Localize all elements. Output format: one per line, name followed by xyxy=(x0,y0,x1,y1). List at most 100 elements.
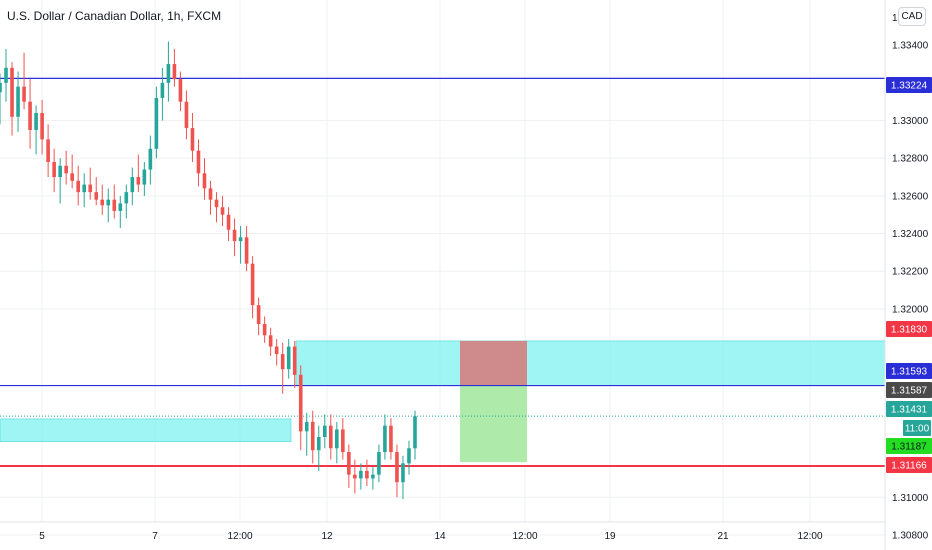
time-tick-label: 7 xyxy=(152,531,158,542)
candle xyxy=(118,195,123,228)
candle xyxy=(142,161,147,196)
price-tag: 1.33224 xyxy=(886,77,932,93)
candle xyxy=(226,207,231,242)
candle xyxy=(292,340,297,389)
time-tick-label: 14 xyxy=(434,531,446,542)
candle-body xyxy=(353,474,357,479)
price-tag-label: 1.31431 xyxy=(891,405,928,416)
price-tick-label: 1.32400 xyxy=(892,229,929,240)
candle-body xyxy=(166,64,171,83)
candle xyxy=(413,410,417,460)
time-tick-label: 12:00 xyxy=(797,531,822,542)
candle-body xyxy=(304,421,309,432)
price-tag-bg xyxy=(886,401,932,417)
candle xyxy=(244,226,249,272)
candle-body xyxy=(64,165,68,174)
candle xyxy=(280,342,285,394)
candle-body xyxy=(407,448,411,464)
candle xyxy=(238,226,243,264)
candle-body xyxy=(262,323,267,336)
candle-body xyxy=(202,173,207,189)
price-tag-bg xyxy=(886,457,932,473)
candle xyxy=(34,105,38,155)
candle xyxy=(298,365,303,451)
candle xyxy=(70,154,74,189)
price-tag-bg xyxy=(886,382,932,398)
currency-button[interactable]: CAD xyxy=(898,7,926,26)
candle xyxy=(64,150,68,185)
price-axis: 1.33000 1.32800 1.32600 1.32400 1.32200 1.320… xyxy=(884,0,932,550)
position-stop-area xyxy=(460,340,527,386)
candle xyxy=(82,173,87,208)
chart-title: U.S. Dollar / Canadian Dollar, 1h, FXCM xyxy=(7,9,222,23)
time-axis: 5 7 12:00 12 14 12:00 19 21 12:00 xyxy=(0,521,885,542)
candle-body xyxy=(413,416,417,449)
candle xyxy=(214,192,219,223)
candle-body xyxy=(298,374,303,432)
candle-body xyxy=(34,113,38,130)
candle-body xyxy=(316,436,321,451)
candle-body xyxy=(10,67,14,117)
price-tag: 1.31166 xyxy=(886,457,932,473)
candle xyxy=(286,339,291,379)
candle xyxy=(76,165,80,206)
price-tag-label: 1.31587 xyxy=(891,386,928,397)
candle-body xyxy=(383,425,387,453)
candle xyxy=(256,297,261,336)
time-tick-label: 12:00 xyxy=(512,531,537,542)
time-tick-label: 5 xyxy=(39,531,45,542)
time-tick-label: 21 xyxy=(717,531,729,542)
candle-body xyxy=(0,82,2,93)
candle xyxy=(395,444,399,498)
candle xyxy=(274,339,279,366)
candle xyxy=(4,48,8,102)
candle xyxy=(148,135,153,185)
candle-body xyxy=(190,128,195,151)
price-tag-label: 1.31166 xyxy=(891,461,927,472)
candle-body xyxy=(395,452,399,483)
price-tick-label: 1.32200 xyxy=(892,267,929,278)
candle-body xyxy=(88,184,93,193)
price-tag: 1.31187 xyxy=(886,438,932,454)
candle-body xyxy=(46,139,50,162)
candle-body xyxy=(341,429,345,453)
candle-body xyxy=(268,335,273,347)
candle xyxy=(353,459,357,494)
candle-body xyxy=(280,354,285,370)
candle xyxy=(10,62,14,136)
candle-body xyxy=(359,470,363,479)
candle xyxy=(401,455,405,500)
price-tag-label: 1.31593 xyxy=(891,367,928,378)
candle-body xyxy=(130,177,135,193)
price-tag-label: 1.33224 xyxy=(891,81,928,92)
candle xyxy=(190,113,195,162)
candle xyxy=(359,463,363,490)
candle xyxy=(220,195,225,227)
candle-body xyxy=(136,177,141,185)
price-tick-label: 1.32600 xyxy=(892,191,929,202)
position-target-area xyxy=(460,385,527,463)
candle-body xyxy=(377,452,381,475)
candle-body xyxy=(328,425,333,449)
candle xyxy=(304,412,309,456)
candle-body xyxy=(286,346,291,370)
candle-body xyxy=(142,169,147,185)
price-tag-bg xyxy=(886,363,932,379)
price-tag-label: 11:00 xyxy=(905,424,930,435)
candle-body xyxy=(124,192,129,204)
price-tag: 1.31587 xyxy=(886,382,932,398)
candle xyxy=(160,67,165,121)
candle-body xyxy=(365,470,369,479)
candle xyxy=(16,71,20,132)
time-tick-label: 12:00 xyxy=(227,531,252,542)
price-tag: 1.31830 xyxy=(886,321,932,337)
candle-body xyxy=(220,207,225,215)
candle xyxy=(28,79,32,149)
candle xyxy=(196,139,201,187)
price-tag: 1.31431 xyxy=(886,401,932,417)
candle-body xyxy=(28,101,32,130)
price-tag-bg xyxy=(903,420,931,436)
grid xyxy=(0,0,885,536)
